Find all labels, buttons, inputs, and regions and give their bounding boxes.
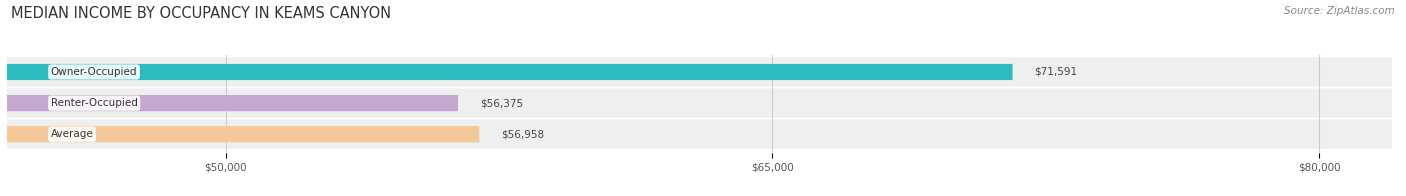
FancyBboxPatch shape <box>7 120 1392 149</box>
Text: Source: ZipAtlas.com: Source: ZipAtlas.com <box>1284 6 1395 16</box>
FancyBboxPatch shape <box>7 57 1392 87</box>
FancyBboxPatch shape <box>7 88 1392 118</box>
FancyBboxPatch shape <box>7 64 1012 80</box>
Text: Renter-Occupied: Renter-Occupied <box>51 98 138 108</box>
Text: $71,591: $71,591 <box>1035 67 1077 77</box>
Text: $56,958: $56,958 <box>501 129 544 139</box>
Text: Average: Average <box>51 129 94 139</box>
FancyBboxPatch shape <box>7 95 458 111</box>
FancyBboxPatch shape <box>7 126 479 142</box>
Text: Owner-Occupied: Owner-Occupied <box>51 67 138 77</box>
Text: MEDIAN INCOME BY OCCUPANCY IN KEAMS CANYON: MEDIAN INCOME BY OCCUPANCY IN KEAMS CANY… <box>11 6 391 21</box>
Text: $56,375: $56,375 <box>479 98 523 108</box>
